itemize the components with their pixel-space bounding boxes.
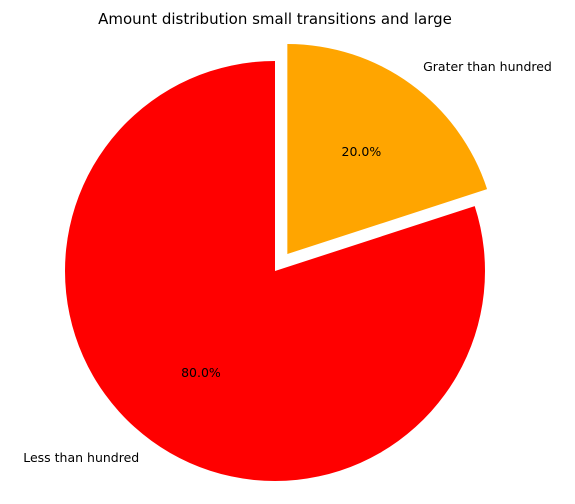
pie-slice-category-label: Grater than hundred (423, 59, 552, 74)
pie-slice-grater-than-hundred (287, 44, 488, 255)
pie-labels: 20.0% Grater than hundred 80.0% Less than h… (23, 59, 552, 465)
chart-title: Amount distribution small transitions an… (98, 10, 452, 28)
pie-slice-percent-label: 20.0% (342, 144, 382, 159)
pie-slice-less-than-hundred (64, 61, 486, 482)
pie-slice-category-label: Less than hundred (23, 450, 139, 465)
pie-slice-percent-label: 80.0% (181, 365, 221, 380)
pie-slices (64, 44, 488, 482)
